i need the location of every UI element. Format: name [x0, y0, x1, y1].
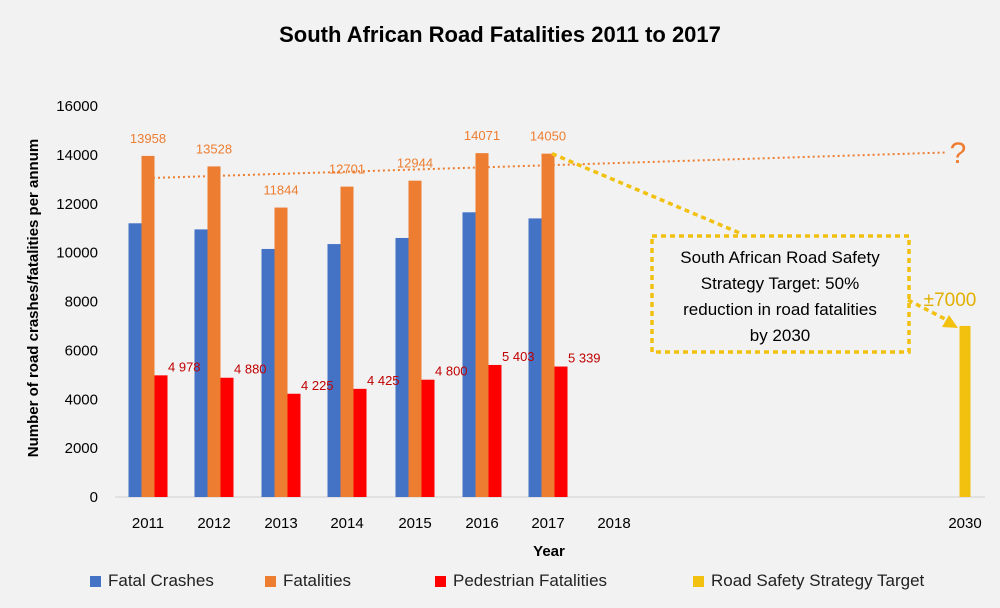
y-tick-label: 12000 — [56, 196, 98, 213]
bars-group — [128, 153, 971, 498]
data-label: 11844 — [263, 183, 298, 198]
arrow-line-to-target — [907, 298, 948, 322]
data-label: 4 978 — [168, 359, 201, 374]
data-label: 13958 — [130, 131, 166, 146]
bar — [475, 153, 489, 497]
y-tick-label: 0 — [90, 489, 98, 506]
legend-label: Road Safety Strategy Target — [711, 571, 925, 590]
data-label: 5 403 — [502, 349, 535, 364]
legend-swatch — [90, 575, 101, 587]
x-tick-label: 2013 — [264, 515, 297, 532]
legend-item: Fatalities — [265, 571, 351, 591]
bar — [141, 155, 155, 498]
legend-label: Fatal Crashes — [108, 571, 214, 590]
bar — [462, 212, 476, 497]
bar — [220, 377, 234, 497]
legend-label: Pedestrian Fatalities — [453, 571, 608, 590]
data-label: 5 339 — [568, 351, 601, 366]
x-axis-label: Year — [533, 543, 565, 560]
target-box-text-line: South African Road Safety — [680, 248, 880, 267]
legend-label: Fatalities — [283, 571, 352, 590]
bar-labels-group: 13958 13528 11844 12701 12944 14071 14050 4 978… — [130, 128, 976, 393]
question-mark-label: ? — [950, 137, 967, 170]
bar — [395, 237, 409, 497]
x-tick-label: 2012 — [197, 515, 230, 532]
y-tick-label: 10000 — [56, 245, 98, 262]
y-tick-label: 6000 — [65, 342, 98, 359]
legend: Fatal Crashes Fatalities Pedestrian Fatali… — [90, 571, 990, 595]
bar — [274, 207, 288, 497]
legend-item: Fatal Crashes — [90, 571, 214, 591]
y-tick-label: 4000 — [65, 391, 98, 408]
target-box-text-line: reduction in road fatalities — [683, 300, 877, 319]
bar — [541, 153, 555, 497]
bar — [194, 229, 208, 498]
x-tick-label: 2030 — [948, 515, 981, 532]
legend-swatch — [435, 575, 446, 587]
y-axis-ticks: 0 2000 4000 6000 8000 10000 12000 14000 16000 — [56, 98, 98, 506]
bar — [287, 393, 301, 497]
bar — [154, 375, 168, 497]
x-tick-label: 2016 — [465, 515, 498, 532]
data-label: 4 425 — [367, 373, 400, 388]
legend-swatch — [265, 575, 276, 587]
bar — [327, 244, 341, 497]
bar — [353, 388, 367, 497]
x-tick-label: 2011 — [132, 515, 164, 532]
x-axis-ticks: 2011 2012 2013 2014 2015 2016 2017 2018 2030 — [132, 515, 982, 532]
data-label: 14071 — [464, 128, 500, 143]
bar — [488, 364, 502, 497]
chart-title: South African Road Fatalities 2011 to 20… — [279, 22, 721, 47]
y-tick-label: 8000 — [65, 294, 98, 311]
y-tick-label: 14000 — [56, 147, 98, 164]
x-tick-label: 2018 — [597, 515, 630, 532]
bar — [959, 325, 971, 497]
target-box — [650, 234, 911, 354]
annotations-group: ? South African Road Safety Strategy Targe… — [147, 137, 967, 354]
bar — [261, 248, 275, 497]
legend-item: Pedestrian Fatalities — [435, 571, 607, 591]
data-label: 14050 — [530, 129, 566, 144]
bar — [528, 218, 542, 497]
legend-item: Road Safety Strategy Target — [693, 571, 924, 591]
x-tick-label: 2014 — [330, 515, 363, 532]
bar — [207, 166, 221, 498]
bar — [340, 186, 354, 497]
x-tick-label: 2015 — [398, 515, 431, 532]
data-label: ±7000 — [924, 290, 977, 311]
data-label: 4 880 — [234, 362, 267, 377]
arrowhead — [942, 315, 958, 328]
data-label: 13528 — [196, 141, 232, 156]
target-box-text-line: by 2030 — [750, 326, 811, 345]
data-label: 12944 — [397, 156, 433, 171]
y-tick-label: 16000 — [56, 98, 98, 115]
bar — [408, 180, 422, 497]
data-label: 4 800 — [435, 364, 468, 379]
bar — [421, 379, 435, 497]
bar — [128, 223, 142, 498]
legend-swatch — [693, 575, 704, 587]
data-label: 4 225 — [301, 378, 334, 393]
fatalities-trendline — [147, 151, 948, 180]
target-box-text-line: Strategy Target: 50% — [701, 274, 859, 293]
y-tick-label: 2000 — [65, 440, 98, 457]
x-tick-label: 2017 — [531, 515, 564, 532]
data-label: 12701 — [329, 162, 365, 177]
arrow-line-to-box — [551, 152, 743, 236]
y-axis-label: Number of road crashes/fatalities per an… — [25, 139, 42, 457]
bar — [554, 366, 568, 497]
